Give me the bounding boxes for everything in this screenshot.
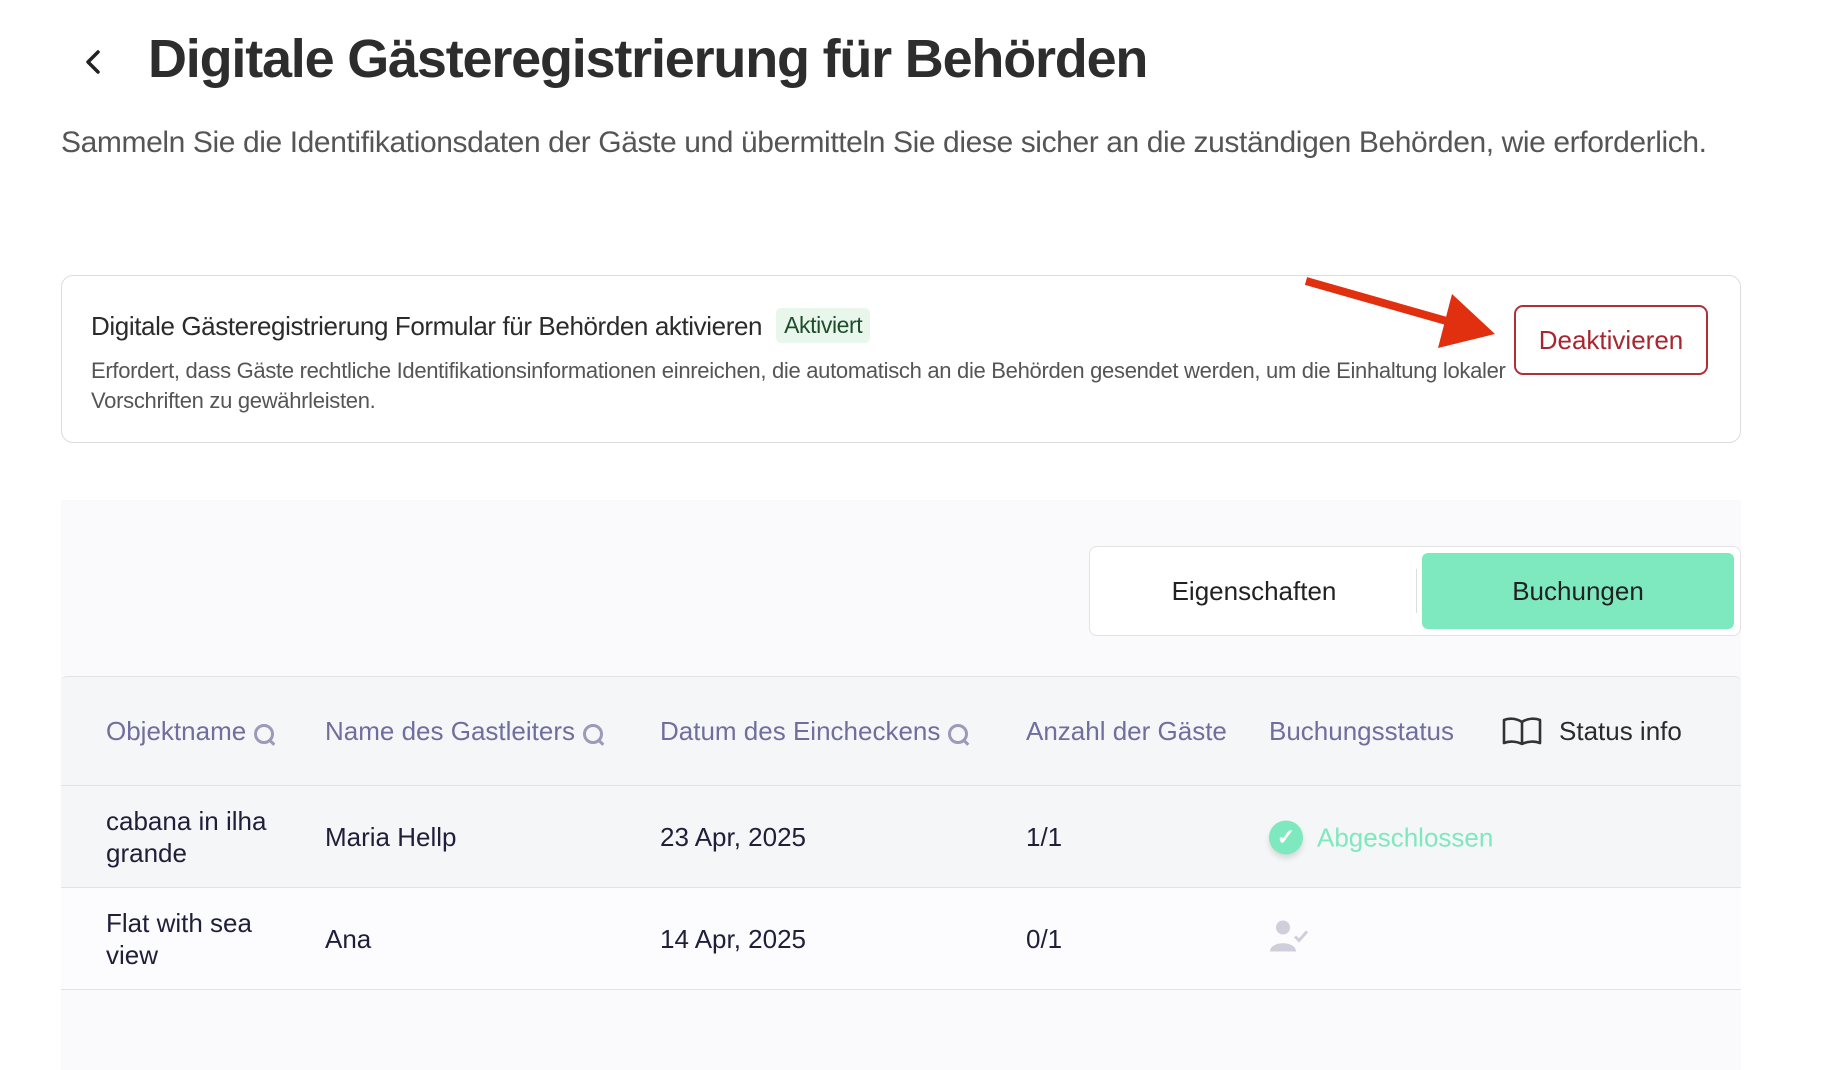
guest-name: Ana [325, 923, 372, 954]
table-row[interactable]: cabana in ilha grande Maria Hellp 23 Apr… [61, 786, 1741, 888]
table-row[interactable]: Flat with sea view Ana 14 Apr, 2025 0/1 [61, 888, 1741, 990]
bookings-panel: Eigenschaften Buchungen Objektname Name … [61, 500, 1741, 1070]
view-toggle: Eigenschaften Buchungen [1089, 546, 1741, 636]
annotation-arrow-icon [1304, 277, 1495, 348]
booking-status [1269, 918, 1309, 959]
object-name: cabana in ilha grande [106, 805, 267, 868]
guest-name: Maria Hellp [325, 821, 457, 852]
status-badge: Aktiviert [776, 308, 871, 343]
object-name: Flat with sea view [106, 907, 252, 970]
search-icon[interactable] [948, 724, 969, 744]
booking-status: ✓ Abgeschlossen [1269, 819, 1494, 855]
header-label: Objektname [106, 716, 247, 746]
header-label: Datum des Eincheckens [660, 716, 941, 746]
checkin-date: 23 Apr, 2025 [660, 821, 807, 852]
book-open-icon [1502, 717, 1542, 746]
card-title-text: Digitale Gästeregistrierung Formular für… [91, 311, 763, 341]
column-header-objektname[interactable]: Objektname [106, 715, 306, 747]
card-title: Digitale Gästeregistrierung Formular für… [91, 308, 871, 343]
checkin-date: 14 Apr, 2025 [660, 923, 807, 954]
divider [1416, 569, 1417, 613]
table-header: Objektname Name des Gastleiters Datum de… [61, 676, 1741, 786]
column-header-gastleiter[interactable]: Name des Gastleiters [325, 715, 603, 747]
card-description: Erfordert, dass Gäste rechtliche Identif… [91, 358, 1506, 413]
column-header-guest-count: Anzahl der Gäste [1026, 716, 1227, 746]
deactivate-button[interactable]: Deaktivieren [1514, 305, 1708, 375]
page-subtitle: Sammeln Sie die Identifikationsdaten der… [61, 126, 1707, 159]
status-label: Abgeschlossen [1317, 822, 1494, 853]
back-button[interactable] [76, 40, 112, 84]
check-circle-icon: ✓ [1269, 820, 1303, 855]
tab-eigenschaften[interactable]: Eigenschaften [1096, 553, 1412, 629]
bookings-table: Objektname Name des Gastleiters Datum de… [61, 676, 1741, 990]
tab-buchungen[interactable]: Buchungen [1422, 553, 1734, 629]
chevron-left-icon [86, 50, 100, 74]
status-info-button[interactable]: Status info [1501, 715, 1682, 747]
guest-count: 1/1 [1026, 821, 1063, 852]
search-icon[interactable] [254, 724, 275, 744]
status-info-label: Status info [1559, 716, 1682, 746]
page-title: Digitale Gästeregistrierung für Behörden [148, 29, 1148, 89]
header-label: Name des Gastleiters [325, 716, 575, 746]
column-header-checkin[interactable]: Datum des Eincheckens [660, 715, 969, 747]
search-icon[interactable] [582, 724, 603, 744]
user-check-icon [1270, 920, 1309, 951]
guest-count: 0/1 [1026, 923, 1063, 954]
column-header-status: Buchungsstatus [1269, 716, 1455, 746]
